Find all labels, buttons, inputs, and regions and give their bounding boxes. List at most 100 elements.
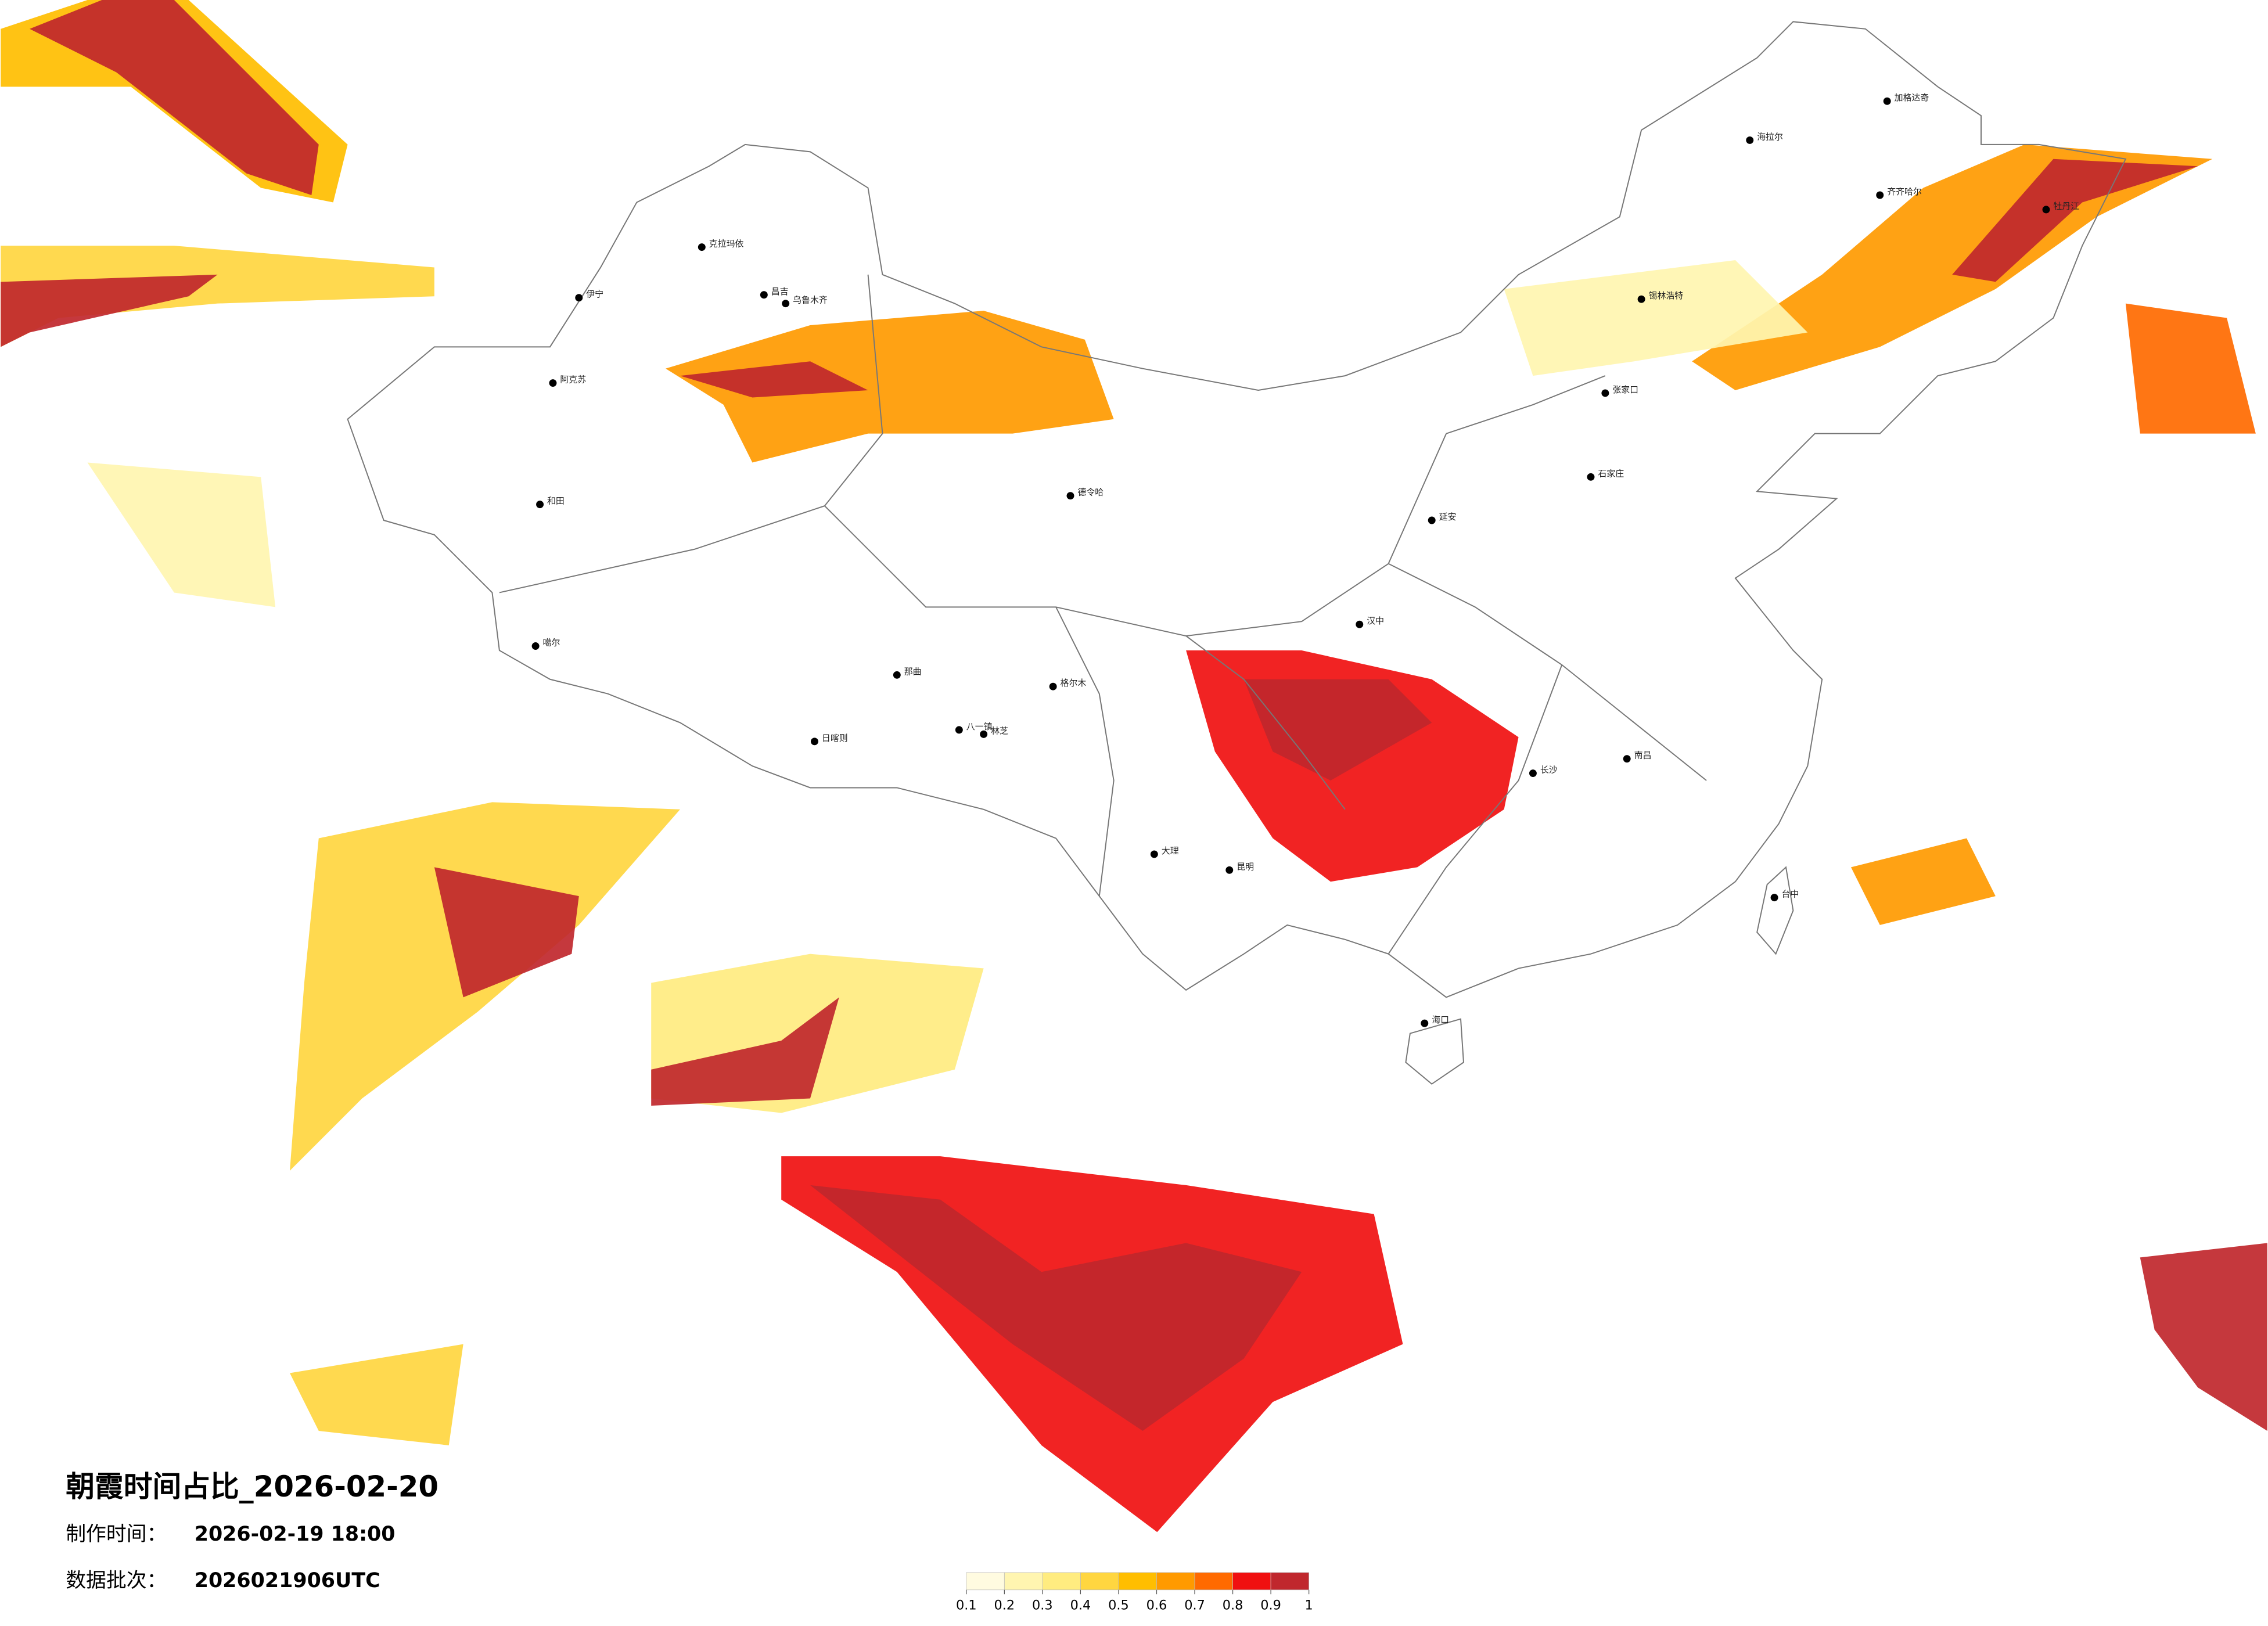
cloud-region — [1692, 144, 2213, 390]
city-dot — [698, 243, 706, 251]
city-label: 海口 — [1432, 1015, 1449, 1025]
legend-swatch — [1156, 1572, 1195, 1591]
city-dot — [575, 294, 583, 302]
city-label: 昌吉 — [771, 286, 789, 297]
legend-tick-label: 0.3 — [1032, 1598, 1053, 1613]
city-dot — [1601, 389, 1609, 397]
province-lines — [499, 274, 1707, 955]
city-dot — [1587, 473, 1595, 481]
city-dot — [1876, 191, 1884, 199]
cloud-region — [680, 361, 868, 398]
cloud-region — [29, 0, 319, 195]
city-label: 牡丹江 — [2053, 201, 2079, 211]
batch-label: 数据批次： — [66, 1569, 167, 1592]
country-outline — [347, 21, 2127, 998]
cloud-region — [2140, 1243, 2267, 1431]
city-dot — [536, 501, 544, 509]
cloud-region — [1243, 679, 1432, 780]
cloud-region — [1850, 838, 1996, 925]
cloud-layer — [1, 0, 2267, 1533]
cloud-region — [1, 274, 218, 347]
made-time: 2026-02-19 18:00 — [195, 1523, 396, 1546]
city-dot — [760, 291, 768, 299]
city-dot — [1421, 1019, 1429, 1027]
legend-swatch — [966, 1572, 1005, 1591]
city-dot — [2042, 206, 2050, 214]
city-label: 张家口 — [1612, 384, 1638, 395]
city-label: 石家庄 — [1598, 468, 1624, 479]
legend-tick-label: 0.6 — [1146, 1598, 1167, 1613]
cloud-region — [2125, 303, 2256, 434]
legend-swatch — [1004, 1572, 1043, 1591]
city-label: 日喀则 — [822, 733, 848, 743]
legend-swatch — [1118, 1572, 1157, 1591]
city-label: 和田 — [547, 496, 565, 506]
city-label: 海拉尔 — [1757, 131, 1783, 142]
cloud-region — [1, 246, 434, 347]
city-dot — [1746, 136, 1754, 144]
city-label: 大理 — [1162, 846, 1179, 856]
legend-swatch — [1080, 1572, 1119, 1591]
city-dot — [955, 726, 963, 734]
cloud-region — [651, 997, 839, 1106]
hainan — [1405, 1018, 1464, 1085]
city-label: 锡林浩特 — [1649, 290, 1684, 301]
city-dot — [1225, 866, 1234, 874]
cloud-region — [87, 462, 276, 607]
legend-tick-label: 0.4 — [1070, 1598, 1091, 1613]
cloud-region — [1952, 159, 2198, 282]
city-dot — [980, 730, 988, 738]
city-dot — [1049, 682, 1057, 690]
city-dot — [1428, 516, 1436, 524]
legend-tick-label: 0.5 — [1108, 1598, 1129, 1613]
city-label: 林芝 — [991, 725, 1008, 736]
city-label: 长沙 — [1540, 765, 1558, 775]
cloud-region — [810, 1185, 1302, 1431]
city-label: 汉中 — [1367, 616, 1384, 626]
city-label: 台中 — [1782, 889, 1799, 900]
city-label: 齐齐哈尔 — [1887, 186, 1922, 197]
city-label: 噶尔 — [543, 638, 560, 648]
city-dot — [531, 642, 540, 650]
legend-tick-label: 1 — [1305, 1598, 1313, 1613]
city-dot — [549, 379, 557, 387]
legend-swatch — [1232, 1572, 1271, 1591]
city-dot — [1066, 492, 1074, 500]
city-label: 乌鲁木齐 — [793, 295, 828, 305]
city-label: 阿克苏 — [560, 375, 586, 385]
city-label: 格尔木 — [1061, 678, 1087, 688]
cloud-region — [1504, 260, 1808, 376]
city-label: 那曲 — [904, 666, 922, 677]
legend-tick-label: 0.9 — [1260, 1598, 1281, 1613]
city-dot — [1150, 850, 1158, 858]
city-dot — [782, 300, 790, 308]
city-label: 加格达奇 — [1895, 92, 1929, 103]
legend-swatch — [1194, 1572, 1233, 1591]
batch: 2026021906UTC — [195, 1569, 380, 1592]
city-dot — [893, 671, 901, 679]
city-label: 八一镇 — [966, 721, 993, 732]
legend-tick-label: 0.8 — [1223, 1598, 1243, 1613]
legend-tick-label: 0.7 — [1184, 1598, 1205, 1613]
city-label: 昆明 — [1237, 861, 1254, 872]
city-dot — [1637, 295, 1645, 303]
legend-tick-label: 0.1 — [956, 1598, 977, 1613]
city-dot — [1529, 769, 1537, 778]
city-label: 南昌 — [1634, 750, 1652, 761]
city-dot — [1623, 755, 1631, 763]
city-dot — [1883, 97, 1891, 105]
made-time-label: 制作时间： — [66, 1523, 167, 1546]
legend-swatch — [1042, 1572, 1081, 1591]
city-dot — [810, 738, 818, 746]
taiwan — [1756, 866, 1794, 955]
cloud-region — [289, 1344, 463, 1445]
color-legend: 0.1 0.2 0.3 0.4 0.5 0.6 0.7 0.8 0.9 1 — [956, 1572, 1313, 1613]
cloud-region — [666, 311, 1114, 463]
city-layer: 伊宁克拉玛依昌吉乌鲁木齐阿克苏和田噶尔德令哈格尔木那曲日喀则八一镇林芝大理昆明海… — [531, 92, 2079, 1027]
city-label: 克拉玛依 — [709, 239, 744, 249]
cloud-region — [434, 867, 579, 998]
legend-swatch — [1270, 1572, 1310, 1591]
legend-tick-label: 0.2 — [994, 1598, 1015, 1613]
city-dot — [1770, 894, 1778, 902]
